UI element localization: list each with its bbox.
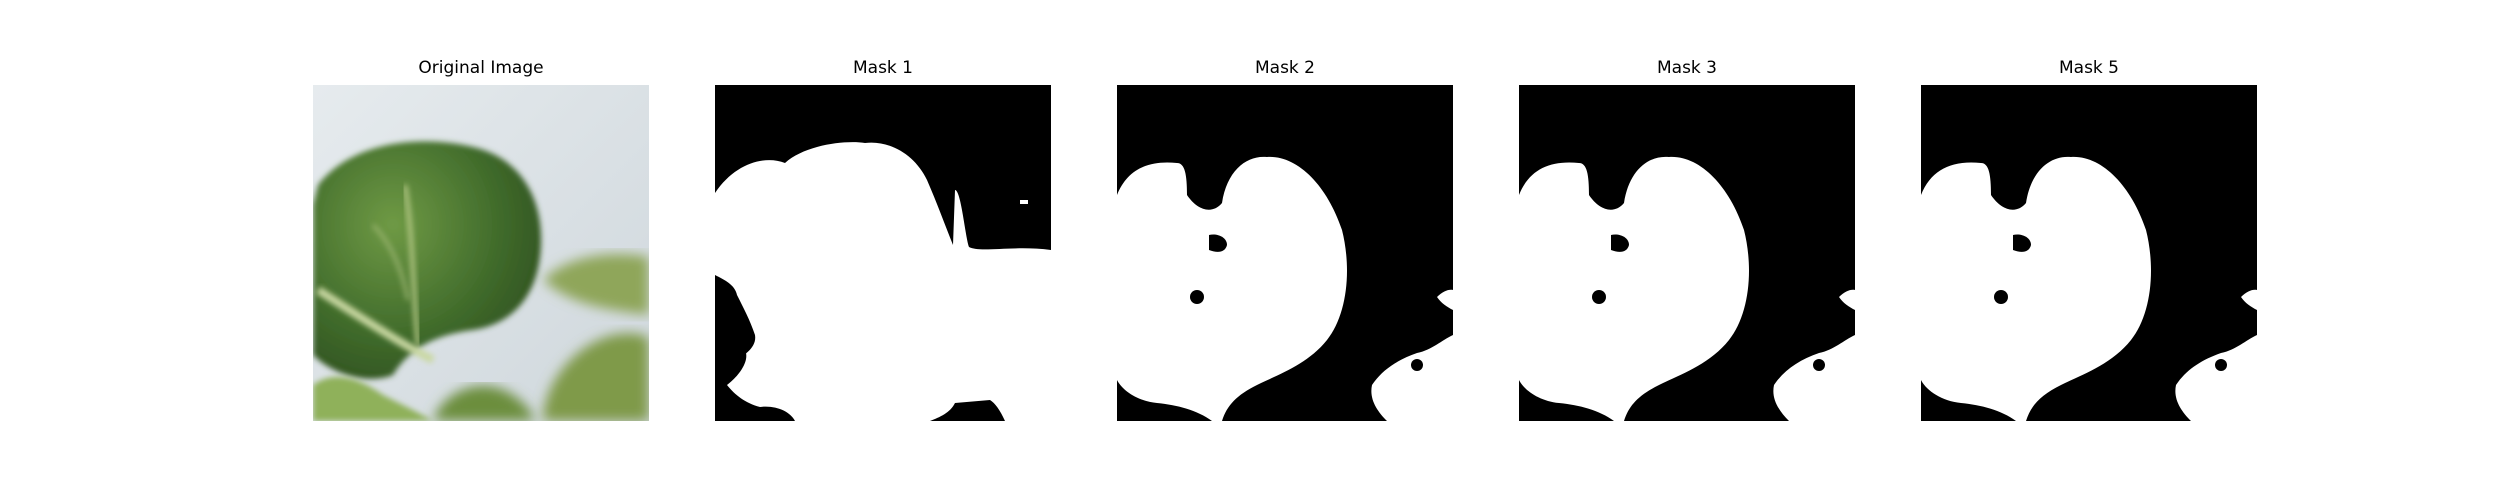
- mask-3: [1519, 85, 1855, 421]
- panel-title: Mask 3: [1656, 58, 1717, 78]
- panel-mask-3: Mask 3: [1519, 55, 1855, 421]
- original-image: [313, 85, 649, 421]
- mask-2-image: [1117, 85, 1453, 421]
- mask-2: [1117, 85, 1453, 421]
- panel-title: Mask 1: [852, 58, 913, 78]
- panel-mask-2: Mask 2: [1117, 55, 1453, 421]
- mask-5-image: [1921, 85, 2257, 421]
- mask-1-image: [715, 85, 1051, 421]
- panel-original-image: Original Image: [313, 55, 649, 421]
- panel-title: Mask 2: [1254, 58, 1315, 78]
- mask-1: [715, 85, 1051, 421]
- panel-title: Original Image: [418, 58, 544, 78]
- mask-3-image: [1519, 85, 1855, 421]
- leaf-photo: [313, 85, 649, 421]
- panel-title: Mask 5: [2058, 58, 2119, 78]
- panel-mask-1: Mask 1: [715, 55, 1051, 421]
- mask-5: [1921, 85, 2257, 421]
- panel-mask-5: Mask 5: [1921, 55, 2257, 421]
